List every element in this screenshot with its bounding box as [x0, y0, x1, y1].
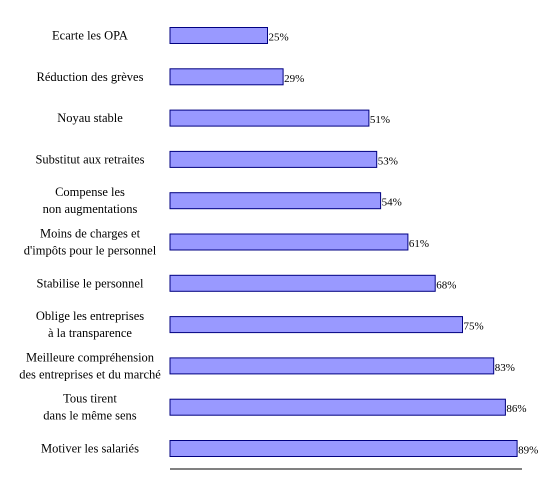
- bar-6: [169, 274, 436, 292]
- value-label-7: 75%: [464, 321, 484, 333]
- bar-5: [169, 233, 409, 251]
- value-label-10: 89%: [518, 445, 538, 457]
- value-label-5: 61%: [409, 238, 429, 250]
- value-label-8: 83%: [495, 362, 515, 374]
- value-label-0: 25%: [269, 32, 289, 44]
- bar-2: [169, 109, 370, 127]
- value-label-4: 54%: [382, 197, 402, 209]
- category-label-0: Ecarte les OPA: [52, 29, 128, 43]
- value-label-3: 53%: [378, 155, 398, 167]
- value-label-2: 51%: [370, 114, 390, 126]
- bar-10: [169, 440, 518, 457]
- bar-8: [169, 357, 495, 375]
- category-label-3: Substitut aux retraites: [35, 152, 144, 166]
- bar-0: [169, 27, 268, 44]
- bar-7: [169, 316, 463, 334]
- category-label-10: Motiver les salariés: [41, 442, 139, 456]
- value-label-6: 68%: [436, 279, 456, 291]
- category-label-6: Stabilise le personnel: [37, 276, 144, 290]
- bar-4: [169, 192, 382, 210]
- bar-1: [169, 68, 284, 86]
- category-label-7: Oblige les entreprises à la transparence: [36, 309, 144, 340]
- category-label-4: Compense les non augmentations: [43, 185, 138, 216]
- category-label-9: Tous tirent dans le même sens: [43, 392, 137, 423]
- category-label-2: Noyau stable: [57, 111, 123, 125]
- category-label-5: Moins de charges et d'impôts pour le pers…: [24, 227, 157, 258]
- bars-group: 25% Ecarte les OPA 29% Réduction des grèves…: [19, 27, 538, 457]
- category-label-8: Meilleure compréhension des entreprises e…: [19, 350, 161, 381]
- bar-9: [169, 398, 506, 416]
- value-label-1: 29%: [284, 73, 304, 85]
- value-label-9: 86%: [506, 403, 526, 415]
- bar-3: [169, 150, 378, 168]
- category-label-1: Réduction des grèves: [37, 70, 144, 84]
